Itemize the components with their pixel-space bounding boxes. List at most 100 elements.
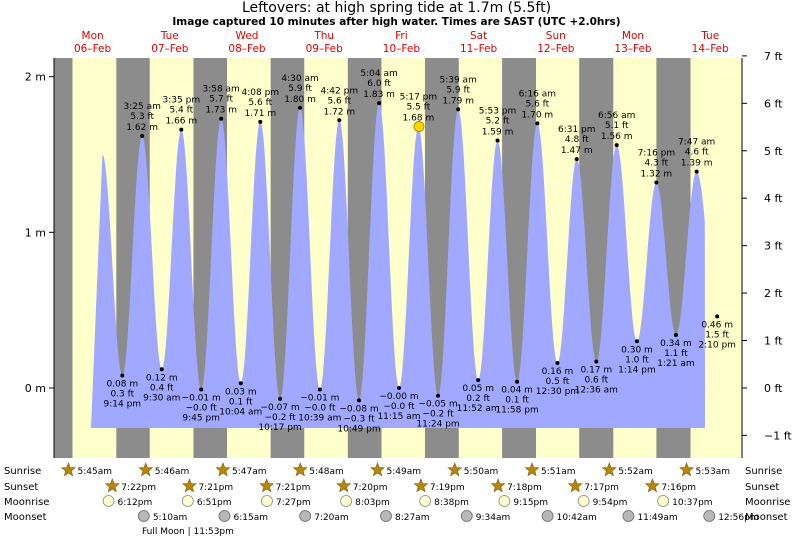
- tide-time-label: 5:04 am: [360, 69, 397, 79]
- tide-metres-label: −0.05 m: [418, 400, 457, 410]
- moonset-time: 8:27am: [395, 513, 430, 523]
- tide-time-label: 6:31 pm: [558, 125, 596, 135]
- sun-star-icon: [524, 462, 540, 477]
- y-right-tick-label: 7 ft: [764, 50, 783, 63]
- tide-metres-label: 0.12 m: [146, 373, 178, 383]
- sunset-time: 7:19pm: [430, 483, 465, 493]
- tide-point: [574, 157, 579, 162]
- tide-metres-label: 0.16 m: [542, 367, 574, 377]
- astro-row-label-right: Moonrise: [745, 497, 790, 508]
- tide-feet-label: 5.6 ft: [327, 96, 351, 106]
- tide-feet-label: 0.1 ft: [505, 396, 529, 406]
- sunrise-time: 5:49am: [387, 467, 422, 477]
- tide-feet-label: 0.6 ft: [584, 376, 608, 386]
- tide-metres-label: 0.34 m: [660, 339, 692, 349]
- tide-time-label: 1:21 am: [657, 359, 694, 369]
- tide-feet-label: 4.3 ft: [645, 159, 669, 169]
- y-left-tick-label: 2 m: [25, 71, 46, 84]
- tide-feet-label: 6.0 ft: [367, 79, 391, 89]
- sun-star-icon: [679, 462, 695, 477]
- moonrise-time: 7:27pm: [276, 498, 311, 508]
- tide-feet-label: 0.5 ft: [546, 377, 570, 387]
- day-date-label: 08–Feb: [228, 43, 266, 55]
- sun-star-icon: [447, 462, 463, 477]
- tide-feet-label: 0.1 ft: [229, 397, 253, 407]
- tide-feet-label: 5.1 ft: [605, 121, 629, 131]
- y-right-tick-label: −1 ft: [764, 429, 792, 442]
- sun-star-icon: [370, 462, 386, 477]
- tide-metres-label: 0.30 m: [621, 345, 653, 355]
- day-date-label: 09–Feb: [306, 43, 344, 55]
- sunrise-time: 5:47am: [232, 467, 267, 477]
- day-name-label: Thu: [313, 30, 334, 42]
- moonset-moon-icon: [137, 510, 150, 522]
- day-date-label: 07–Feb: [151, 43, 189, 55]
- tide-feet-label: 0.4 ft: [150, 383, 174, 393]
- tide-point: [715, 314, 720, 319]
- tide-feet-label: 1.0 ft: [625, 355, 649, 365]
- moonrise-time: 9:15pm: [513, 498, 548, 508]
- tide-feet-label: −0.0 ft: [304, 404, 336, 414]
- tide-point: [555, 361, 560, 366]
- tide-time-label: 11:52 am: [457, 404, 500, 414]
- tide-time-label: 3:25 am: [124, 102, 161, 112]
- sunset-time: 7:21pm: [276, 483, 311, 493]
- moonrise-moon-icon: [577, 495, 590, 507]
- sunset-time: 7:18pm: [507, 483, 542, 493]
- tide-metres-label: 0.08 m: [106, 380, 138, 390]
- tide-feet-label: 5.5 ft: [407, 102, 431, 112]
- tide-point: [614, 143, 619, 148]
- tide-metres-label: 1.68 m: [403, 113, 435, 123]
- day-name-label: Sun: [546, 30, 566, 42]
- tide-time-label: 3:35 pm: [163, 96, 201, 106]
- sunset-time: 7:21pm: [198, 483, 233, 493]
- moonset-moon-icon: [218, 510, 231, 522]
- astro-row-label-right: Moonset: [745, 512, 788, 523]
- sunset-time: 7:17pm: [584, 483, 619, 493]
- sun-star-icon: [336, 478, 352, 493]
- tide-point: [515, 379, 520, 384]
- moonset-moon-icon: [460, 510, 473, 522]
- tide-feet-label: 0.3 ft: [110, 390, 134, 400]
- tide-metres-label: −0.08 m: [339, 404, 378, 414]
- moonset-time: 12:56pm: [718, 513, 758, 523]
- day-name-label: Mon: [622, 30, 644, 42]
- tide-point: [337, 118, 342, 123]
- tide-time-label: 5:39 am: [439, 75, 476, 85]
- astro-row-label-left: Sunset: [4, 482, 38, 493]
- chart-title: Leftovers: at high spring tide at 1.7m (…: [241, 0, 552, 16]
- tide-time-label: 4:30 am: [281, 74, 318, 84]
- astro-row-label-left: Moonset: [4, 512, 47, 523]
- tide-time-label: 9:30 am: [143, 393, 180, 403]
- sun-star-icon: [60, 462, 77, 477]
- tide-time-label: 3:58 am: [202, 85, 239, 95]
- tide-metres-label: 1.80 m: [284, 95, 316, 105]
- tide-point: [356, 398, 361, 403]
- tide-feet-label: 0.2 ft: [466, 394, 490, 404]
- tide-metres-label: −0.00 m: [379, 392, 418, 402]
- moonrise-moon-icon: [340, 495, 352, 507]
- day-date-label: 13–Feb: [614, 43, 652, 55]
- sun-star-icon: [490, 478, 506, 493]
- tide-point: [219, 116, 224, 121]
- moonrise-time: 6:12pm: [118, 498, 153, 508]
- tide-point: [278, 396, 283, 401]
- moonrise-time: 6:51pm: [197, 498, 232, 508]
- tide-feet-label: 1.1 ft: [664, 349, 688, 359]
- tide-feet-label: 5.6 ft: [525, 99, 549, 109]
- sunrise-time: 5:51am: [541, 467, 576, 477]
- chart-subtitle: Image captured 10 minutes after high wat…: [172, 16, 621, 28]
- tide-point: [535, 121, 540, 126]
- full-moon-note: Full Moon | 11:53pm: [142, 527, 234, 537]
- tide-point: [238, 381, 243, 386]
- day-name-label: Mon: [82, 30, 104, 42]
- tide-time-label: 9:45 pm: [182, 414, 220, 424]
- tide-point: [179, 127, 184, 132]
- moonrise-moon-icon: [498, 495, 511, 507]
- tide-metres-label: 0.04 m: [501, 386, 533, 396]
- moonset-moon-icon: [703, 510, 716, 522]
- tide-time-label: 1:14 pm: [618, 365, 656, 375]
- y-right-tick-label: 6 ft: [764, 97, 783, 110]
- sunset-time: 7:22pm: [121, 483, 156, 493]
- astro-row-label-left: Moonrise: [4, 497, 49, 508]
